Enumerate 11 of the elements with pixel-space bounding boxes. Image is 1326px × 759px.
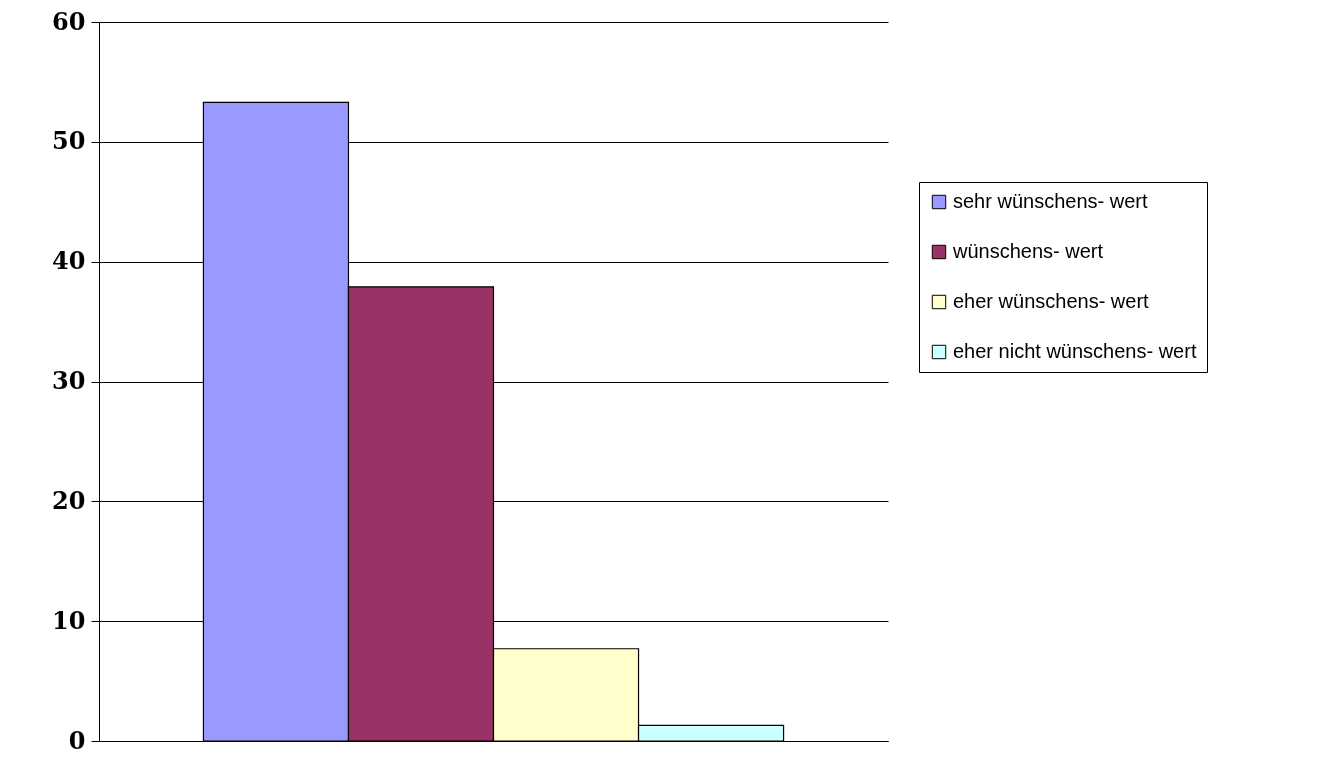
legend-label: eher nicht wünschens- wert <box>953 340 1197 362</box>
y-tick-label: 0 <box>68 725 86 755</box>
legend-label: eher wünschens- wert <box>953 290 1150 312</box>
legend-label: wünschens- wert <box>952 240 1104 262</box>
y-tick-label: 60 <box>52 6 86 36</box>
y-tick-label: 10 <box>52 605 86 635</box>
y-tick-label: 30 <box>52 366 86 395</box>
legend-label: sehr wünschens- wert <box>953 190 1148 212</box>
y-tick-label: 20 <box>52 485 86 515</box>
y-tick-label: 50 <box>52 126 86 156</box>
y-tick-label: 40 <box>52 246 86 276</box>
